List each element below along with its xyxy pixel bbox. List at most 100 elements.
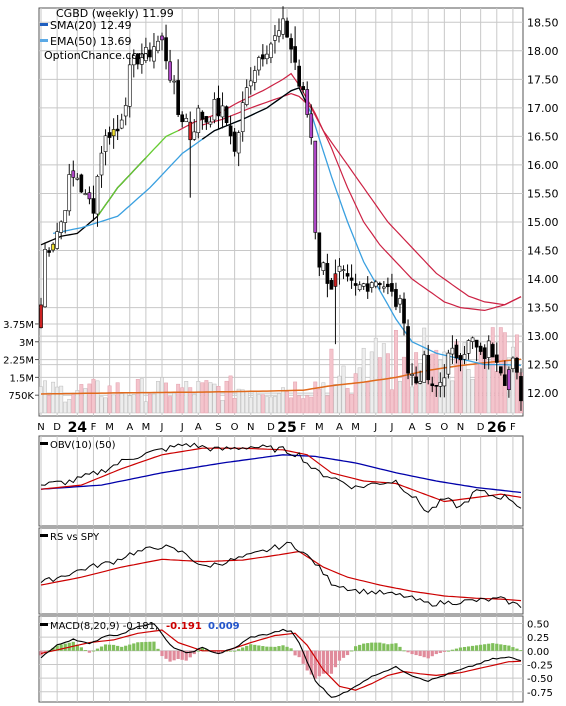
macd-histogram-bar [406, 650, 410, 653]
volume-bar [240, 389, 245, 414]
macd-value-1: -0.191 [166, 621, 202, 632]
long-moving-average-line [202, 92, 522, 306]
macd-histogram-bar [75, 644, 79, 651]
macd-histogram-bar [450, 649, 455, 651]
volume-tick-label: 2.25M [3, 356, 34, 367]
candle-body [273, 35, 277, 41]
macd-histogram-bar [116, 645, 120, 651]
macd-histogram-bar [87, 650, 92, 653]
volume-bar [156, 381, 160, 414]
macd-histogram-bar [196, 650, 200, 652]
macd-histogram-bar [398, 646, 402, 651]
x-axis-label: J [160, 422, 164, 433]
candle-body [172, 80, 176, 83]
volume-bar [389, 389, 394, 414]
candle-body [265, 53, 269, 60]
x-axis-label: S [425, 422, 431, 433]
macd-histogram-bar [220, 650, 225, 653]
x-axis-label: A [195, 422, 202, 433]
macd-histogram-bar [261, 646, 265, 651]
volume-bar [127, 395, 132, 414]
volume-bar [131, 394, 136, 414]
macd-histogram-bar [241, 647, 245, 651]
macd-histogram-bar [503, 644, 507, 651]
macd-histogram-bar [120, 646, 124, 651]
volume-bar [317, 388, 322, 414]
candle-body [470, 337, 475, 342]
volume-bar [466, 369, 471, 414]
candle-body [63, 210, 68, 223]
volume-bar [398, 381, 402, 414]
macd-label: MACD(8,20,9) -0.181, [50, 621, 158, 632]
volume-bar [281, 387, 285, 414]
candle-body [99, 152, 104, 176]
x-axis-label: O [231, 422, 239, 433]
candle-body [115, 128, 120, 132]
volume-bar [192, 393, 197, 414]
price-axis-ticks: 12.00 12.50 13.00 13.50 14.00 14.50 15.00 15.50… [527, 16, 559, 400]
volume-bar [184, 381, 189, 414]
macd-histogram-bar [112, 644, 116, 651]
volume-bar [160, 377, 164, 414]
moving-average-lines [40, 72, 522, 366]
macd-histogram-bar [172, 650, 176, 661]
candle-body [95, 176, 100, 215]
candle-body [474, 339, 479, 348]
candle-body [466, 340, 471, 354]
volume-bar [232, 398, 237, 414]
volume-bar [63, 401, 68, 414]
macd-histogram-bar [333, 650, 338, 668]
candle-body [123, 105, 128, 117]
macd-histogram-bar [184, 650, 188, 661]
macd-histogram-bar [382, 643, 386, 651]
candle-body [434, 385, 439, 387]
candle-body [285, 20, 289, 38]
candle-body [329, 280, 334, 290]
candle-body [277, 30, 281, 37]
x-axis-label: A [126, 422, 133, 433]
candle-body [450, 347, 455, 355]
candle-body [152, 46, 156, 62]
candle-body [369, 282, 374, 288]
volume-axis-ticks: 750K 1.5M 2.25M 3M 3.75M [3, 320, 39, 402]
macd-histogram-bar [358, 644, 362, 651]
macd-histogram-bar [394, 643, 398, 651]
volume-bar [196, 380, 201, 414]
candle-body [301, 86, 306, 90]
x-axis-label: J [373, 422, 377, 433]
volume-bar [321, 382, 326, 414]
volume-bar [325, 395, 330, 414]
macd-histogram-bar [495, 643, 499, 651]
macd-histogram-bar [386, 644, 390, 651]
candle-body [486, 340, 491, 358]
volume-bar [51, 381, 56, 414]
macd-histogram-bar [160, 650, 164, 657]
macd-histogram-bar [257, 645, 261, 651]
volume-bar [470, 378, 475, 414]
volume-bar [402, 356, 406, 414]
candle-body [261, 54, 265, 60]
macd-histogram-bar [410, 650, 414, 655]
x-axis-label: 26 [487, 420, 506, 436]
volume-bar [361, 347, 366, 414]
price-tick-label: 15.50 [527, 187, 559, 200]
candle-body [87, 192, 92, 200]
volume-bar [208, 382, 213, 414]
candle-body [212, 99, 217, 121]
volume-bar [59, 385, 64, 414]
volume-bar [309, 396, 314, 414]
x-axis-label: N [247, 422, 254, 433]
macd-histogram-bar [454, 648, 459, 651]
macd-histogram-bar [136, 642, 140, 651]
macd-histogram-bar [128, 644, 132, 651]
volume-bar [220, 399, 225, 414]
volume-bar [147, 393, 152, 414]
volume-bar [111, 394, 116, 414]
candle-body [192, 131, 197, 140]
volume-bar [357, 367, 362, 414]
candle-body [503, 374, 507, 386]
x-axis-label: O [440, 422, 448, 433]
candle-body [390, 283, 394, 292]
obv-fast-line [40, 447, 522, 503]
macd-legend-swatch [40, 623, 48, 626]
